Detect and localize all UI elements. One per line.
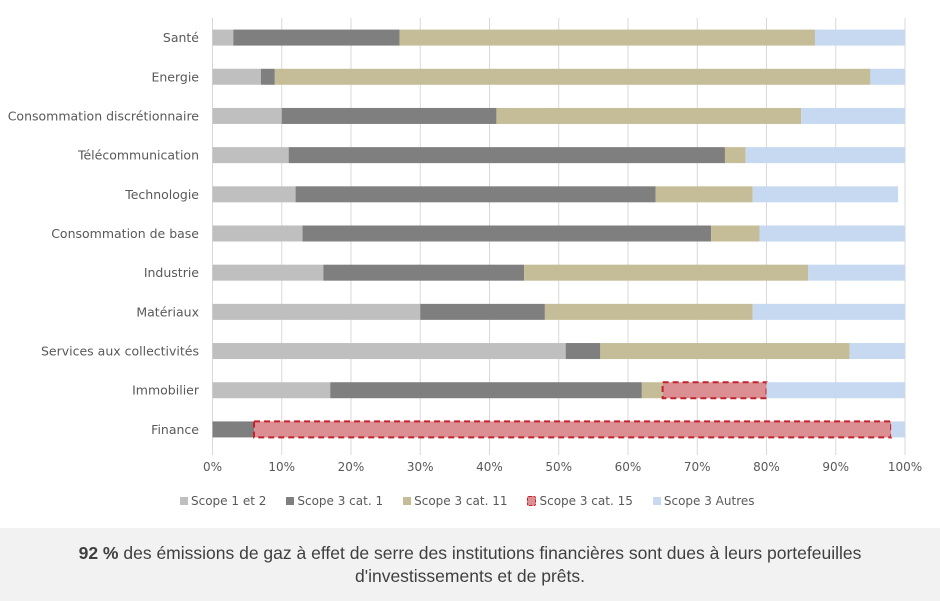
bar-segment-scope-3-cat-1 — [212, 421, 255, 438]
bar-segment-scope-1-et-2 — [212, 68, 261, 85]
bar-segment-scope-3-cat-11 — [544, 303, 753, 320]
category-label: Finance — [151, 422, 199, 437]
x-tick-label: 10% — [268, 460, 295, 474]
x-tick-label: 70% — [684, 460, 711, 474]
x-tick-label: 100% — [888, 460, 922, 474]
bar-segment-scope-3-autres — [759, 225, 905, 242]
footer-highlight: 92 % — [78, 542, 119, 563]
x-tick-label: 50% — [545, 460, 572, 474]
legend-item: Scope 3 Autres — [652, 494, 755, 508]
x-tick-label: 20% — [338, 460, 365, 474]
bar-segment-scope-3-autres — [752, 186, 899, 203]
bar-segment-scope-3-autres — [814, 29, 905, 46]
legend-label: Scope 1 et 2 — [191, 494, 267, 508]
category-label: Santé — [163, 30, 199, 45]
bar-segment-scope-1-et-2 — [212, 303, 421, 320]
bar-segment-scope-3-cat-11 — [496, 107, 802, 124]
category-label: Industrie — [144, 265, 199, 280]
legend-label: Scope 3 Autres — [663, 494, 755, 508]
stacked-bar-chart: 0% 10% 20% 30% 40% 50% 60% 70% 80% 90% 100% Santé En… — [8, 18, 922, 510]
footer-caption: 92 % des émissions de gaz à effet de ser… — [0, 528, 940, 601]
bar-segment-scope-1-et-2 — [212, 264, 324, 281]
bar-segment-scope-3-cat-1 — [281, 107, 497, 124]
bar-segment-scope-3-cat-15 — [253, 420, 893, 439]
bar-segment-scope-1-et-2 — [212, 29, 234, 46]
chart-plot: 0% 10% 20% 30% 40% 50% 60% 70% 80% 90% 100% Santé En… — [8, 18, 922, 474]
x-tick-label: 90% — [822, 460, 849, 474]
legend-label: Scope 3 cat. 1 — [297, 494, 384, 508]
bar-segment-scope-3-cat-15 — [661, 381, 768, 400]
bar-segment-scope-3-cat-1 — [330, 382, 642, 399]
bar-segment-scope-3-autres — [891, 421, 905, 438]
bar-segment-scope-3-cat-11 — [711, 225, 760, 242]
legend-swatch — [403, 497, 412, 505]
footer-body: des émissions de gaz à effet de serre de… — [118, 542, 862, 586]
bar-segment-scope-3-cat-1 — [565, 343, 601, 360]
bar-segment-scope-3-cat-1 — [288, 147, 725, 164]
x-tick-label: 30% — [407, 460, 434, 474]
bar-segment-scope-3-autres — [849, 343, 905, 360]
bar-segment-scope-1-et-2 — [212, 382, 331, 399]
bar-segment-scope-3-cat-11 — [641, 382, 663, 399]
bar-segment-scope-3-autres — [745, 147, 905, 164]
bar-segment-scope-1-et-2 — [212, 147, 289, 164]
bar-segment-scope-3-cat-1 — [302, 225, 712, 242]
legend-swatch — [286, 497, 295, 505]
x-tick-label: 60% — [615, 460, 642, 474]
bar-segment-scope-3-cat-11 — [524, 264, 809, 281]
legend-swatch — [180, 497, 188, 505]
legend-item: Scope 3 cat. 11 — [403, 494, 507, 508]
bar-segment-scope-3-autres — [870, 68, 905, 85]
bar-segment-scope-1-et-2 — [212, 107, 282, 124]
legend-label: Scope 3 cat. 15 — [539, 494, 633, 508]
bar-segment-scope-1-et-2 — [212, 343, 566, 360]
legend-swatch — [527, 496, 537, 506]
legend-item: Scope 3 cat. 15 — [527, 494, 633, 508]
bar-segment-scope-3-cat-1 — [420, 303, 545, 320]
bar-segment-scope-3-autres — [801, 107, 905, 124]
footer-text: 92 % des émissions de gaz à effet de ser… — [20, 542, 920, 588]
category-label: Immobilier — [132, 383, 200, 398]
legend-swatch — [652, 497, 661, 505]
bar-segment-scope-3-cat-11 — [724, 147, 746, 164]
category-label: Télécommunication — [77, 148, 199, 163]
category-label: Energie — [151, 69, 199, 84]
chart-legend: Scope 1 et 2 Scope 3 cat. 1 Scope 3 cat. 1… — [180, 492, 775, 510]
bar-segment-scope-3-autres — [766, 382, 905, 399]
bar-segment-scope-1-et-2 — [212, 225, 303, 242]
x-tick-label: 0% — [203, 460, 222, 474]
category-label: Services aux collectivités — [41, 344, 199, 359]
bar-segment-scope-3-cat-11 — [274, 68, 871, 85]
category-label: Technologie — [124, 187, 199, 202]
bar-segment-scope-1-et-2 — [212, 186, 296, 203]
category-label: Consommation discrétionnaire — [8, 108, 200, 123]
legend-item: Scope 1 et 2 — [180, 494, 266, 508]
bar-segment-scope-3-cat-1 — [323, 264, 525, 281]
category-label: Consommation de base — [51, 226, 199, 241]
bar-segment-scope-3-cat-11 — [655, 186, 753, 203]
x-tick-label: 80% — [753, 460, 780, 474]
bar-segment-scope-3-cat-1 — [260, 68, 275, 85]
legend-item: Scope 3 cat. 1 — [286, 494, 383, 508]
bar-segment-scope-3-autres — [752, 303, 905, 320]
bar-segment-scope-3-cat-11 — [399, 29, 815, 46]
bar-segment-scope-3-cat-1 — [295, 186, 656, 203]
bar-segment-scope-3-autres — [808, 264, 905, 281]
category-label: Matériaux — [136, 304, 199, 319]
legend-label: Scope 3 cat. 11 — [414, 494, 508, 508]
bar-segment-scope-3-cat-1 — [233, 29, 400, 46]
x-tick-label: 40% — [476, 460, 503, 474]
bar-segment-scope-3-cat-11 — [600, 343, 850, 360]
